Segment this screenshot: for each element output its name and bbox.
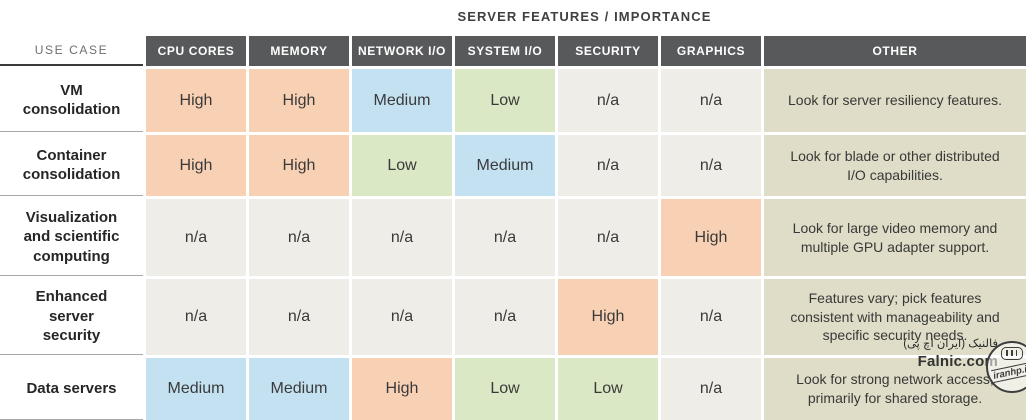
value-cell: High: [352, 358, 452, 420]
value-cell: Low: [558, 358, 658, 420]
column-header-memory: MEMORY: [249, 36, 349, 66]
value-cell: n/a: [558, 135, 658, 196]
value-cell: n/a: [661, 69, 761, 132]
other-cell: Look for large video memory and multiple…: [764, 199, 1026, 276]
value-cell: Medium: [352, 69, 452, 132]
column-header-use-case: USE CASE: [0, 36, 143, 66]
value-cell: n/a: [249, 199, 349, 276]
value-cell: Medium: [249, 358, 349, 420]
column-header-other: OTHER: [764, 36, 1026, 66]
column-header-cpu-cores: CPU CORES: [146, 36, 246, 66]
value-cell: Low: [455, 358, 555, 420]
column-header-graphics: GRAPHICS: [661, 36, 761, 66]
stamp-site-text: iranhp.ir: [991, 361, 1026, 383]
use-case-label: VM consolidation: [0, 69, 143, 132]
other-cell: Look for server resiliency features.: [764, 69, 1026, 132]
other-cell: Look for strong network access, primaril…: [764, 358, 1026, 420]
value-cell: Medium: [455, 135, 555, 196]
watermark-stamp-logo: iranhp.ir: [986, 341, 1026, 393]
other-cell: Features vary; pick features consistent …: [764, 279, 1026, 355]
column-header-security: SECURITY: [558, 36, 658, 66]
stamp-bars-icon: [1001, 347, 1023, 360]
value-cell: Low: [352, 135, 452, 196]
server-features-table: USE CASE CPU CORES MEMORY NETWORK I/O SY…: [0, 36, 1026, 420]
value-cell: n/a: [455, 279, 555, 355]
value-cell: n/a: [352, 279, 452, 355]
column-header-network-io: NETWORK I/O: [352, 36, 452, 66]
value-cell: n/a: [661, 135, 761, 196]
other-cell: Look for blade or other distributed I/O …: [764, 135, 1026, 196]
page-title: SERVER FEATURES / IMPORTANCE: [457, 9, 712, 24]
value-cell: n/a: [146, 199, 246, 276]
value-cell: Medium: [146, 358, 246, 420]
value-cell: High: [146, 69, 246, 132]
value-cell: n/a: [661, 279, 761, 355]
value-cell: Low: [455, 69, 555, 132]
value-cell: n/a: [249, 279, 349, 355]
value-cell: n/a: [455, 199, 555, 276]
value-cell: High: [558, 279, 658, 355]
value-cell: n/a: [558, 199, 658, 276]
value-cell: n/a: [352, 199, 452, 276]
use-case-label: Container consolidation: [0, 135, 143, 196]
column-header-system-io: SYSTEM I/O: [455, 36, 555, 66]
value-cell: n/a: [146, 279, 246, 355]
value-cell: n/a: [558, 69, 658, 132]
value-cell: High: [146, 135, 246, 196]
value-cell: n/a: [661, 358, 761, 420]
value-cell: High: [661, 199, 761, 276]
use-case-label: Enhanced server security: [0, 279, 143, 355]
value-cell: High: [249, 69, 349, 132]
use-case-label: Data servers: [0, 358, 143, 420]
use-case-label: Visualization and scientific computing: [0, 199, 143, 276]
value-cell: High: [249, 135, 349, 196]
